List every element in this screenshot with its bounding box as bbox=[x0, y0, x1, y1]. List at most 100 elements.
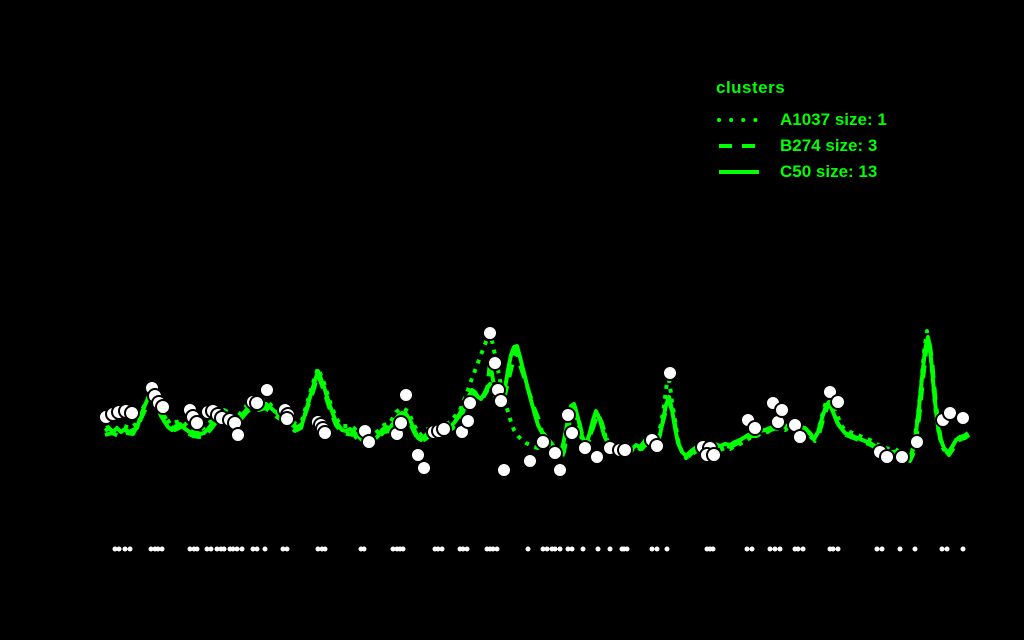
rug-dot bbox=[116, 546, 122, 552]
rug-dot bbox=[960, 546, 966, 552]
rug-dot bbox=[710, 546, 716, 552]
legend-item-b274: B274 size: 3 bbox=[716, 133, 887, 159]
rug-dot bbox=[262, 546, 268, 552]
rug-dot bbox=[254, 546, 260, 552]
rug-dot bbox=[835, 546, 841, 552]
rug-dot bbox=[540, 546, 546, 552]
rug-dot bbox=[939, 546, 945, 552]
data-point-marker bbox=[577, 440, 593, 456]
rug-dot bbox=[912, 546, 918, 552]
data-point-marker bbox=[496, 462, 512, 478]
data-point-marker bbox=[535, 434, 551, 450]
data-point-marker bbox=[487, 355, 503, 371]
data-point-marker bbox=[462, 395, 478, 411]
data-point-marker bbox=[662, 365, 678, 381]
rug-dot bbox=[744, 546, 750, 552]
rug-dot bbox=[280, 546, 286, 552]
data-point-marker bbox=[317, 425, 333, 441]
legend-title: clusters bbox=[716, 78, 786, 97]
data-point-marker bbox=[617, 442, 633, 458]
data-point-marker bbox=[155, 399, 171, 415]
dashed-line-sample-icon bbox=[719, 144, 759, 148]
rug-dot bbox=[315, 546, 321, 552]
legend-label-a1037: A1037 size: 1 bbox=[780, 110, 887, 129]
rug-dot bbox=[664, 546, 670, 552]
legend-label-c50: C50 size: 13 bbox=[780, 162, 878, 181]
data-point-marker bbox=[482, 325, 498, 341]
data-point-marker bbox=[361, 434, 377, 450]
data-point-marker bbox=[564, 425, 580, 441]
rug-dot bbox=[565, 546, 571, 552]
rug-dot bbox=[607, 546, 613, 552]
rug-dot bbox=[874, 546, 880, 552]
data-point-marker bbox=[493, 393, 509, 409]
data-point-marker bbox=[552, 462, 568, 478]
data-point-marker bbox=[279, 411, 295, 427]
rug-dot bbox=[557, 546, 563, 552]
data-point-marker bbox=[560, 407, 576, 423]
rug-dot bbox=[879, 546, 885, 552]
rug-dot bbox=[767, 546, 773, 552]
rug-dot bbox=[830, 546, 836, 552]
data-point-marker bbox=[706, 447, 722, 463]
rug-dot bbox=[322, 546, 328, 552]
rug-dot bbox=[439, 546, 445, 552]
legend-label-b274: B274 size: 3 bbox=[780, 136, 878, 155]
rug-dot bbox=[390, 546, 396, 552]
rug-dot bbox=[897, 546, 903, 552]
rug-dot bbox=[230, 546, 236, 552]
data-point-marker bbox=[189, 415, 205, 431]
rug-dot bbox=[649, 546, 655, 552]
rug-dot bbox=[944, 546, 950, 552]
rug-dot bbox=[494, 546, 500, 552]
rug-dot bbox=[214, 546, 220, 552]
data-point-marker bbox=[547, 445, 563, 461]
data-point-marker bbox=[589, 449, 605, 465]
rug-dot bbox=[544, 546, 550, 552]
data-point-marker bbox=[460, 413, 476, 429]
data-point-marker bbox=[942, 405, 958, 421]
data-point-marker bbox=[774, 402, 790, 418]
rug-dot bbox=[460, 546, 466, 552]
rug-dot bbox=[580, 546, 586, 552]
rug-dot bbox=[772, 546, 778, 552]
rug-dot bbox=[749, 546, 755, 552]
data-point-marker bbox=[909, 434, 925, 450]
dotted-line-sample-icon bbox=[717, 118, 761, 122]
data-point-marker bbox=[249, 395, 265, 411]
rug-dot bbox=[239, 546, 245, 552]
rug-dot bbox=[127, 546, 133, 552]
rug-dot bbox=[361, 546, 367, 552]
rug-dot bbox=[148, 546, 154, 552]
solid-line-sample-icon bbox=[719, 170, 759, 174]
data-point-marker bbox=[416, 460, 432, 476]
rug-dot bbox=[435, 546, 441, 552]
data-point-marker bbox=[522, 453, 538, 469]
data-point-marker bbox=[649, 438, 665, 454]
data-point-marker bbox=[398, 387, 414, 403]
data-point-marker bbox=[747, 420, 763, 436]
rug-dot bbox=[221, 546, 227, 552]
rug-dot bbox=[777, 546, 783, 552]
rug-dot bbox=[208, 546, 214, 552]
rug-dot bbox=[624, 546, 630, 552]
rug-dot bbox=[194, 546, 200, 552]
data-point-marker bbox=[830, 394, 846, 410]
chart-legend: clusters A1037 size: 1 B274 size: 3 C50 … bbox=[716, 78, 887, 185]
rug-dot bbox=[204, 546, 210, 552]
data-point-marker bbox=[894, 449, 910, 465]
data-point-marker bbox=[124, 405, 140, 421]
data-point-marker bbox=[792, 429, 808, 445]
data-point-marker bbox=[436, 421, 452, 437]
data-point-marker bbox=[393, 415, 409, 431]
data-point-marker bbox=[259, 382, 275, 398]
rug-dot bbox=[155, 546, 161, 552]
rug-dot bbox=[284, 546, 290, 552]
rug-dot bbox=[159, 546, 165, 552]
rug-dot bbox=[112, 546, 118, 552]
legend-item-a1037: A1037 size: 1 bbox=[716, 107, 887, 133]
rug-dot bbox=[525, 546, 531, 552]
rug-dot bbox=[464, 546, 470, 552]
